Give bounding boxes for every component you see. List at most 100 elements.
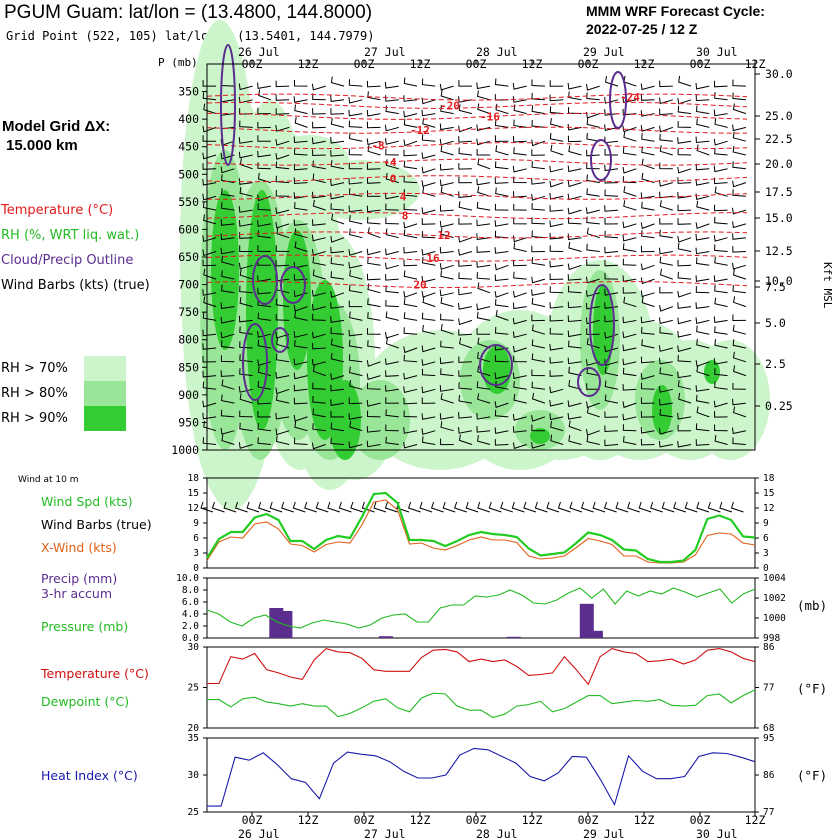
pressure-rytick-label: 1002 <box>763 593 786 604</box>
top-date-label: 27 Jul <box>364 45 406 59</box>
wind-barb <box>477 393 491 404</box>
wind-barb <box>202 235 217 243</box>
wind-barb <box>622 316 637 324</box>
wind-barb <box>311 442 326 450</box>
wind-barb <box>732 180 747 188</box>
wind-barb <box>275 189 290 197</box>
wind-barb <box>221 174 235 184</box>
rh90-region <box>246 190 278 430</box>
wind-barb <box>531 139 546 147</box>
wind-barb <box>586 429 600 436</box>
wind-barb <box>677 166 692 174</box>
wind-barb <box>713 358 728 365</box>
wind-barb <box>403 246 418 254</box>
wind-barb <box>659 162 673 170</box>
dewpoint-line <box>207 689 756 719</box>
wind-barb <box>549 192 564 200</box>
wind-barb <box>311 303 326 311</box>
wind-barb <box>403 291 418 298</box>
wind-barb <box>458 104 473 115</box>
wind-barb <box>567 180 582 188</box>
heat-ytick-label: 30 <box>188 770 200 781</box>
wind-barb <box>403 110 418 118</box>
wind-barb <box>312 160 326 170</box>
wind-barb <box>330 352 345 363</box>
wind-ytick-label: 12 <box>188 503 199 514</box>
wind-barb <box>477 365 491 377</box>
wind-barb <box>604 425 619 433</box>
heat-index-unit-label: (°F) <box>797 768 827 783</box>
wind-barb <box>403 354 418 363</box>
rh90-swatch <box>84 406 126 431</box>
wind-barb <box>713 400 728 408</box>
wind-barb <box>202 135 217 142</box>
wind-barb <box>275 313 290 321</box>
wind-barb <box>366 109 381 117</box>
model-grid-value: 15.000 km <box>6 137 78 154</box>
wind-barb <box>531 79 545 87</box>
wind-barb <box>732 221 747 229</box>
wind-barb <box>403 175 418 184</box>
wind-barb <box>439 246 454 254</box>
rh70-region <box>300 160 420 220</box>
wind-barb <box>494 298 509 308</box>
pressure-label: Pressure (mb) <box>41 619 129 634</box>
wind-barb <box>476 82 491 90</box>
wind-barb <box>623 131 637 142</box>
wind-barb <box>477 103 491 115</box>
wind-barb <box>239 410 253 418</box>
wind-barb <box>294 202 308 211</box>
wind-barb <box>477 282 491 294</box>
wind-barb <box>257 312 271 321</box>
wind-barb <box>421 256 436 266</box>
wind-barb <box>695 105 710 115</box>
wind-barb <box>622 344 637 352</box>
sounding-panel <box>180 20 770 510</box>
kft-tick-label: 7.5 <box>765 280 786 294</box>
wind-barb <box>458 318 473 326</box>
wind-barb <box>512 317 527 325</box>
wind-barb <box>531 203 545 211</box>
wind-barb-10m <box>730 501 744 513</box>
wind-barb <box>421 152 436 160</box>
wind-barb <box>202 381 217 390</box>
wind-barb <box>532 392 546 404</box>
page-title: PGUM Guam: lat/lon = (13.4800, 144.8000) <box>4 2 373 23</box>
wind-barb <box>294 80 308 87</box>
heat-index-label: Heat Index (°C) <box>41 768 138 783</box>
wind-barb <box>220 247 235 255</box>
wind-barb-10m <box>338 501 352 513</box>
wind-barb <box>531 245 545 253</box>
wind-barb <box>732 314 746 322</box>
wind-barb <box>385 409 399 418</box>
wind-barb <box>312 121 326 129</box>
pressure-axis-title: P (mb) <box>158 56 198 69</box>
wind-barb <box>330 160 345 170</box>
wind-barb <box>732 233 746 240</box>
wind-barb <box>568 435 582 445</box>
isotherm-line <box>206 158 748 166</box>
wind-barb <box>641 296 655 308</box>
bottom-date-label: 26 Jul <box>238 827 280 840</box>
precip-bar <box>378 636 393 638</box>
wind-barb <box>494 78 509 87</box>
pressure-tick-label: 850 <box>178 360 199 374</box>
bottom-hour-label: 00Z <box>578 813 599 827</box>
wind-barb <box>732 145 747 156</box>
wind-barb <box>239 120 253 128</box>
wind-barb <box>494 326 509 335</box>
wind-barb <box>275 108 290 115</box>
wind-barb <box>659 326 673 335</box>
kft-tick-label: 20.0 <box>765 157 793 171</box>
wind-barb <box>494 409 509 418</box>
isotherm-label: -8 <box>371 140 384 153</box>
wind-barb <box>239 341 253 349</box>
wind-barb-10m <box>419 501 433 513</box>
wind-barb <box>385 424 399 432</box>
wind-barb <box>275 221 290 229</box>
wind-barb <box>439 83 454 91</box>
wind-barb <box>439 179 454 187</box>
wind-barb <box>312 365 326 377</box>
cloud-outline <box>252 255 278 305</box>
wind-barb <box>512 426 527 433</box>
